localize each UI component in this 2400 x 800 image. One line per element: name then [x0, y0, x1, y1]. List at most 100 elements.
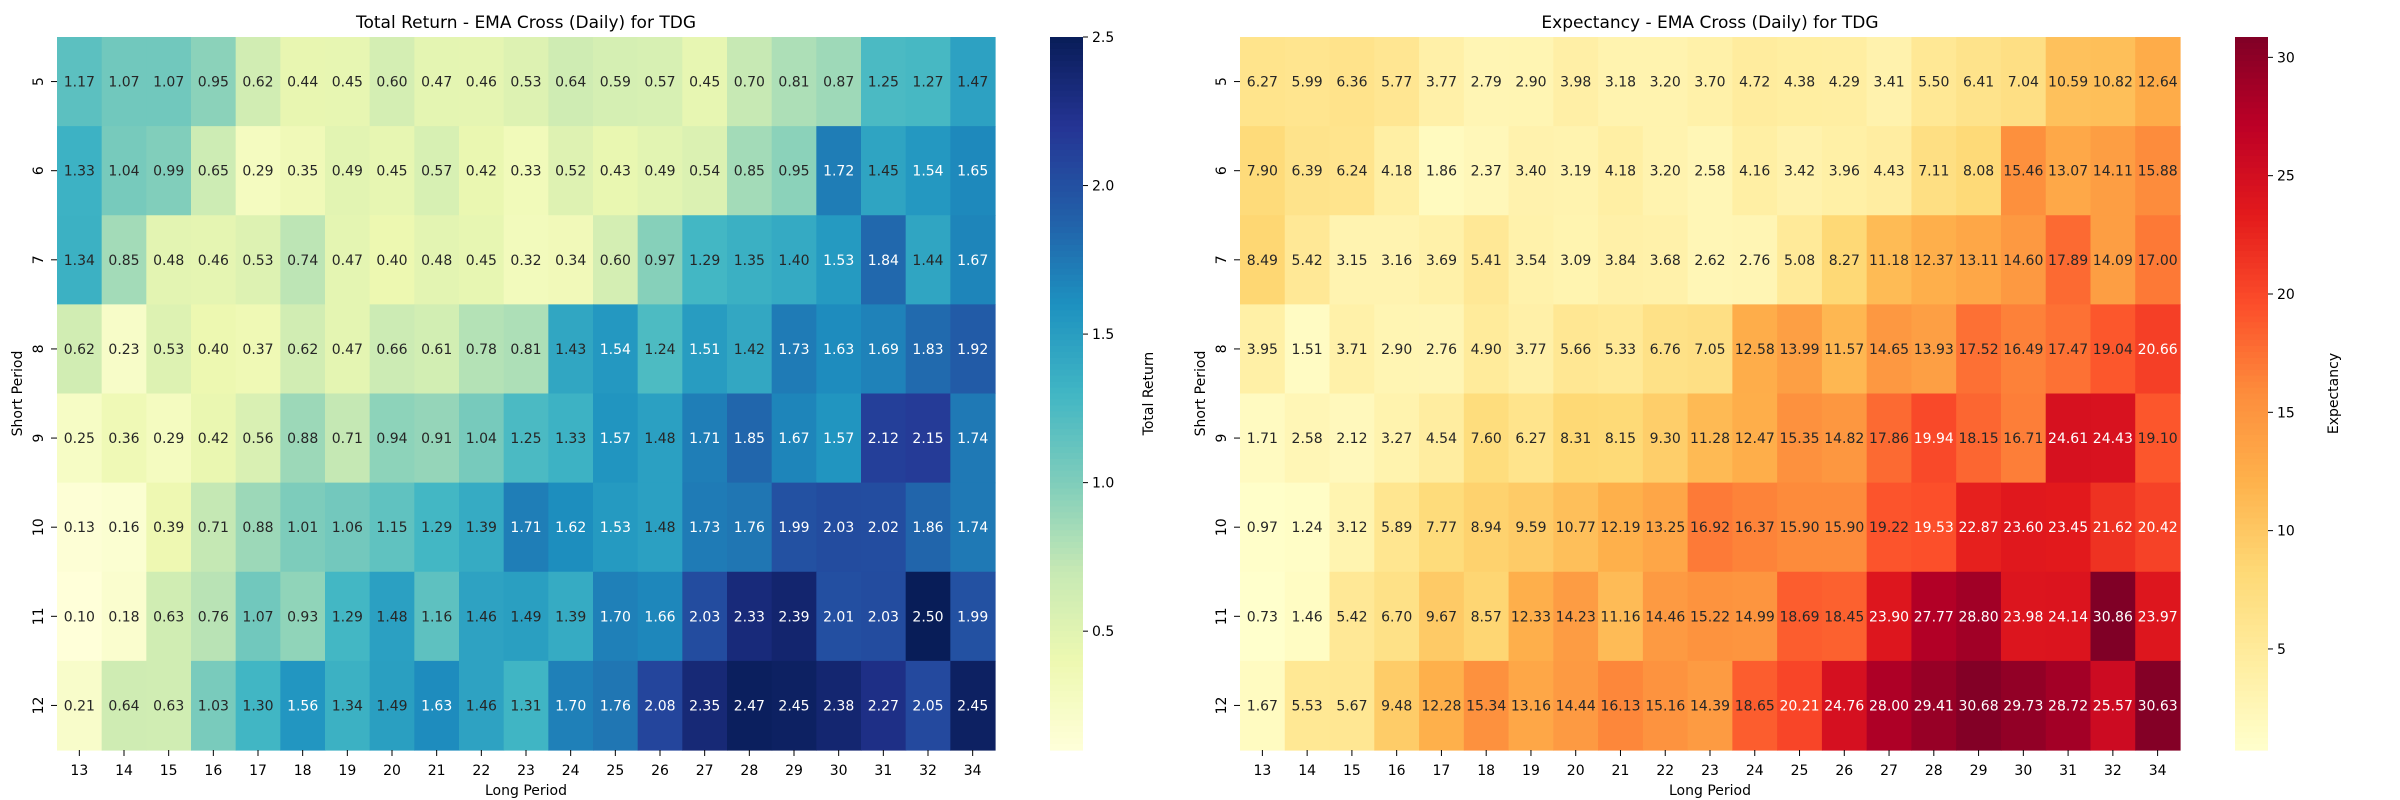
cell-value-label: 1.07	[153, 75, 184, 91]
cell-value-label: 1.47	[957, 75, 988, 91]
cell-value-label: 7.77	[1426, 520, 1457, 536]
cell-value-label: 2.12	[1336, 431, 1367, 447]
colorbar-segment	[1050, 595, 1083, 603]
cell-value-label: 11.28	[1690, 431, 1730, 447]
y-tick-label: 7	[31, 255, 47, 264]
x-tick-label: 32	[919, 763, 937, 779]
x-tick-label: 14	[1298, 763, 1316, 779]
x-tick-label: 23	[1701, 763, 1719, 779]
cell-value-label: 20.21	[1779, 698, 1819, 714]
x-tick-label: 26	[1835, 763, 1853, 779]
cell-value-label: 0.47	[332, 342, 363, 358]
heatmap-cell	[2000, 571, 2047, 662]
colorbar-segment	[2235, 595, 2268, 603]
colorbar-segment	[2235, 429, 2268, 436]
cell-value-label: 1.43	[555, 342, 586, 358]
cell-value-label: 2.47	[734, 698, 765, 714]
cell-value-label: 8.15	[1605, 431, 1636, 447]
heatmap-cell	[235, 215, 281, 305]
heatmap-cell	[2135, 215, 2181, 305]
heatmap-cell	[1821, 37, 1868, 127]
x-tick-label: 30	[830, 763, 848, 779]
heatmap-cell	[1732, 660, 1778, 751]
colorbar-segment	[1050, 292, 1083, 300]
cell-value-label: 0.32	[510, 253, 541, 269]
cell-value-label: 0.21	[64, 698, 95, 714]
colorbar-segment	[2235, 732, 2268, 739]
colorbar-segment	[2235, 637, 2268, 644]
cell-value-label: 19.22	[1869, 520, 1909, 536]
cell-value-label: 1.67	[1247, 698, 1278, 714]
heatmap-cell	[1374, 37, 1420, 127]
heatmap-cell	[1553, 304, 1599, 395]
cell-value-label: 8.31	[1560, 431, 1591, 447]
cell-value-label: 3.09	[1560, 253, 1591, 269]
heatmap-cell	[727, 215, 773, 305]
cell-value-label: 2.45	[778, 698, 809, 714]
heatmap-cell	[861, 571, 907, 662]
cell-value-label: 18.69	[1779, 609, 1819, 625]
heatmap-cell	[905, 215, 951, 305]
y-tick-label: 10	[1214, 518, 1230, 536]
cell-value-label: 0.46	[466, 75, 497, 91]
colorbar-segment	[2235, 696, 2268, 704]
heatmap-cell	[1866, 482, 1913, 573]
colorbar-segment	[2235, 375, 2268, 383]
colorbar-segment	[2235, 37, 2268, 44]
heatmap-cell	[1284, 482, 1331, 573]
heatmap-cell	[459, 660, 505, 751]
cell-value-label: 2.08	[644, 698, 675, 714]
heatmap-panel-1: 1.17 1.07 1.07 0.95 0.62 0.44 0.45 0.60 0.47 0.46…	[10, 13, 1157, 799]
heatmap-cell	[1374, 215, 1420, 305]
heatmap-cell	[2045, 215, 2092, 305]
cell-value-label: 1.29	[421, 520, 452, 536]
heatmap-cell	[1642, 571, 1689, 662]
colorbar-segment	[2235, 143, 2268, 151]
cell-value-label: 0.37	[242, 342, 273, 358]
cell-value-label: 2.50	[912, 609, 943, 625]
heatmap-cell	[1687, 215, 1733, 305]
cell-value-label: 0.62	[242, 75, 273, 91]
heatmap-cell	[1911, 571, 1957, 662]
cell-value-label: 2.45	[957, 698, 988, 714]
heatmap-cell	[1463, 393, 1510, 484]
colorbar-segment	[1050, 714, 1083, 721]
cell-value-label: 2.38	[823, 698, 854, 714]
heatmap-cell	[1642, 215, 1689, 305]
x-tick-label: 27	[696, 763, 714, 779]
heatmap-cell	[905, 571, 951, 662]
cell-value-label: 1.73	[689, 520, 720, 536]
colorbar-segment	[2235, 173, 2268, 181]
heatmap-cell	[1777, 482, 1823, 573]
cell-value-label: 3.69	[1426, 253, 1457, 269]
colorbar-segment	[1050, 72, 1083, 80]
cell-value-label: 0.16	[108, 520, 139, 536]
heatmap-cell	[771, 37, 817, 127]
cell-value-label: 25.57	[2093, 698, 2133, 714]
colorbar-segment	[2235, 102, 2268, 109]
colorbar-segment	[2235, 631, 2268, 638]
heatmap-cell	[1687, 482, 1733, 573]
heatmap-cell	[771, 126, 817, 216]
colorbar-segment	[1050, 708, 1083, 715]
x-tick-label: 18	[1477, 763, 1495, 779]
heatmap-cell	[1284, 215, 1331, 305]
heatmap-panel-2: 6.27 5.99 6.36 5.77 3.77 2.79 2.90 3.98 3.18 3.20…	[1193, 13, 2342, 799]
colorbar-segment	[1050, 298, 1083, 305]
cell-value-label: 0.63	[153, 698, 184, 714]
cell-value-label: 1.99	[778, 520, 809, 536]
colorbar-segment	[1050, 452, 1083, 460]
cell-value-label: 2.35	[689, 698, 720, 714]
colorbar-segment	[1050, 666, 1083, 674]
heatmap-cell	[861, 482, 907, 573]
colorbar-segment	[1050, 316, 1083, 323]
heatmap-cell	[2045, 393, 2092, 484]
cell-value-label: 0.57	[644, 75, 675, 91]
x-tick-label: 22	[1656, 763, 1674, 779]
colorbar-segment	[2235, 322, 2268, 329]
cell-value-label: 0.33	[510, 164, 541, 180]
heatmap-cell	[146, 126, 192, 216]
heatmap-cell	[1374, 660, 1420, 751]
cell-value-label: 0.36	[108, 431, 139, 447]
heatmap-cell	[950, 393, 996, 484]
